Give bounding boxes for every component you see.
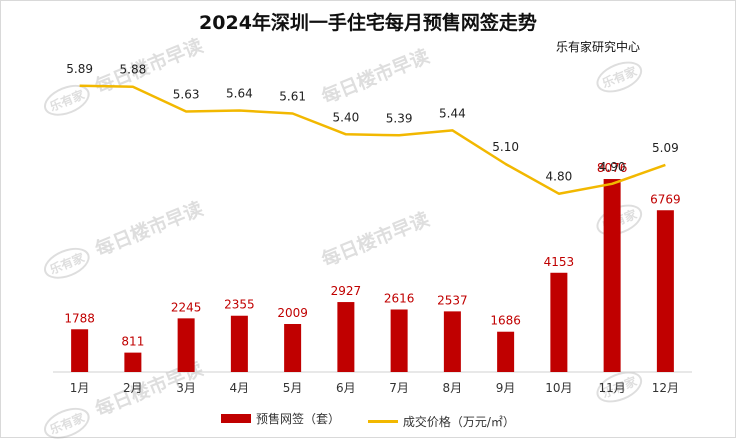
bar-value-label: 811 xyxy=(121,335,144,349)
bar-value-label: 2245 xyxy=(171,300,202,314)
bar-value-label: 2355 xyxy=(224,298,255,312)
legend-label-bar: 预售网签（套） xyxy=(256,412,341,426)
line-value-label: 5.39 xyxy=(386,111,413,125)
line-value-label: 4.90 xyxy=(599,160,626,174)
bar-value-label: 8076 xyxy=(597,161,628,175)
bar-value-label: 1788 xyxy=(64,311,95,325)
bar-value-label: 2537 xyxy=(437,293,468,307)
line-value-label: 5.44 xyxy=(439,106,466,120)
x-tick-label: 1月 xyxy=(70,381,90,395)
bar xyxy=(550,272,568,372)
bar-value-label: 2009 xyxy=(277,306,308,320)
bar xyxy=(656,210,674,372)
chart-title: 2024年深圳一手住宅每月预售网签走势 xyxy=(199,12,537,34)
x-tick-label: 11月 xyxy=(598,381,625,395)
bar-value-label: 1686 xyxy=(490,314,521,328)
x-tick-label: 5月 xyxy=(283,381,303,395)
x-tick-label: 8月 xyxy=(443,381,463,395)
line-value-label: 4.80 xyxy=(546,170,573,184)
line-value-label: 5.10 xyxy=(492,140,519,154)
bar-value-label: 2927 xyxy=(331,284,362,298)
legend: 预售网签（套） 成交价格（万元/㎡） xyxy=(0,410,736,430)
x-tick-label: 12月 xyxy=(652,381,679,395)
source-label: 乐有家研究中心 xyxy=(555,40,640,54)
bar xyxy=(71,329,89,372)
bar xyxy=(443,311,461,372)
line-value-label: 5.89 xyxy=(66,62,93,76)
bar-value-label: 6769 xyxy=(650,192,681,206)
line-value-label: 5.63 xyxy=(173,88,200,102)
line-value-label: 5.09 xyxy=(652,141,679,155)
bar xyxy=(177,318,195,372)
x-tick-label: 3月 xyxy=(176,381,196,395)
bar xyxy=(284,323,302,372)
x-tick-label: 2月 xyxy=(123,381,143,395)
bar xyxy=(337,302,355,372)
x-tick-label: 10月 xyxy=(545,381,572,395)
price-line xyxy=(79,84,666,195)
bar xyxy=(124,352,142,372)
line-value-label: 5.61 xyxy=(279,89,306,103)
bar xyxy=(230,315,248,372)
legend-item-bar: 预售网签（套） xyxy=(221,410,340,427)
legend-item-line: 成交价格（万元/㎡） xyxy=(367,413,515,430)
line-value-label: 5.64 xyxy=(226,87,253,101)
x-tick-label: 9月 xyxy=(496,381,516,395)
line-value-label: 5.40 xyxy=(333,110,360,124)
legend-swatch-line xyxy=(367,420,398,423)
bar-value-label: 4153 xyxy=(544,255,575,269)
x-tick-label: 4月 xyxy=(230,381,250,395)
legend-label-line: 成交价格（万元/㎡） xyxy=(402,415,515,429)
line-value-label: 5.88 xyxy=(120,63,147,77)
x-tick-label: 6月 xyxy=(336,381,356,395)
bar xyxy=(603,179,621,372)
x-tick-label: 7月 xyxy=(389,381,409,395)
bar xyxy=(390,309,408,372)
bar xyxy=(497,331,515,372)
bar-value-label: 2616 xyxy=(384,291,415,305)
legend-swatch-bar xyxy=(221,414,252,423)
